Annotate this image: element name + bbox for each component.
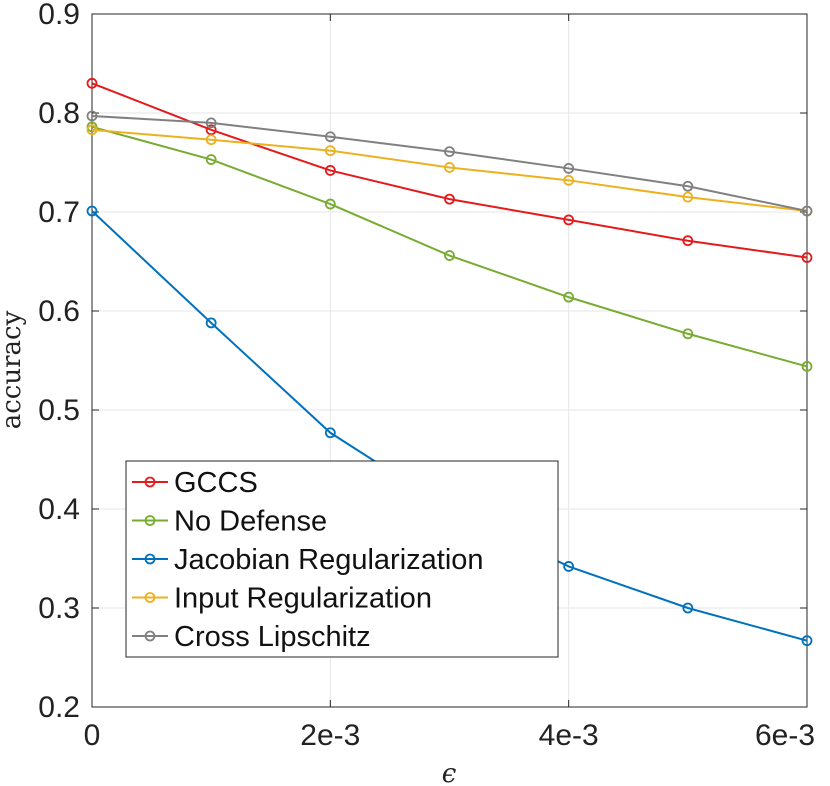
data-point: [205, 317, 217, 329]
series-line: [91, 125, 808, 368]
y-tick-label: 0.8: [38, 97, 80, 130]
y-tick-label: 0.5: [38, 394, 80, 427]
series-line: [91, 114, 808, 212]
data-point: [324, 198, 336, 210]
y-tick-label: 0.4: [38, 493, 80, 526]
legend-label: GCCS: [174, 467, 258, 499]
y-tick-label: 0.7: [38, 196, 80, 229]
data-point: [682, 602, 694, 614]
data-point: [682, 180, 694, 192]
x-axis-title: ϵ: [442, 759, 457, 786]
data-point: [86, 110, 98, 122]
y-tick-label: 0.3: [38, 592, 80, 625]
y-axis-title: accuracy: [0, 310, 27, 429]
legend-entry: Cross Lipschitz: [132, 621, 371, 653]
x-tick-label: 4e-3: [539, 719, 599, 752]
legend-label: No Defense: [174, 506, 327, 538]
data-point: [563, 214, 575, 226]
legend-label: Cross Lipschitz: [174, 621, 371, 653]
data-point: [563, 163, 575, 174]
data-point: [324, 145, 336, 157]
data-point: [682, 235, 694, 247]
data-point: [563, 561, 575, 572]
data-point: [205, 154, 217, 165]
data-point: [324, 131, 336, 143]
legend: GCCS No Defense Jacobian Regularization Inp…: [125, 460, 559, 658]
x-tick-label: 0: [84, 719, 101, 752]
series-line: [91, 82, 808, 259]
legend-marker: [144, 515, 156, 526]
data-point: [801, 252, 813, 263]
plot-frame: [91, 13, 808, 708]
data-point: [444, 250, 455, 261]
data-point: [563, 174, 575, 186]
data-point: [444, 162, 455, 173]
x-tick-label: 2e-3: [300, 719, 360, 752]
data-point: [444, 146, 455, 158]
data-point: [86, 77, 98, 89]
legend-entry: GCCS: [132, 467, 258, 499]
data-point: [682, 328, 694, 340]
legend-marker: [144, 476, 156, 488]
data-point: [563, 291, 575, 303]
data-point: [444, 193, 455, 205]
legend-entry: Jacobian Regularization: [132, 544, 484, 576]
y-tick-label: 0.6: [38, 295, 80, 328]
data-point: [324, 427, 336, 439]
data-point: [205, 134, 217, 146]
series-cross-lipschitz: [86, 110, 813, 217]
series-line: [91, 128, 808, 213]
series-no-defense: [86, 121, 813, 372]
legend-label: Input Regularization: [174, 583, 432, 615]
data-point: [801, 205, 813, 217]
data-point: [86, 205, 98, 217]
legend-marker: [144, 630, 156, 642]
data-point: [801, 361, 813, 372]
data-point: [205, 117, 217, 129]
legend-marker: [144, 592, 156, 603]
y-tick-label: 0.2: [38, 691, 80, 724]
data-point: [801, 635, 813, 647]
data-point: [682, 191, 694, 203]
data-point: [86, 124, 98, 136]
legend-box: [125, 460, 559, 658]
data-point: [324, 165, 336, 176]
legend-entry: Input Regularization: [132, 583, 432, 615]
legend-entry: No Defense: [132, 506, 327, 538]
y-tick-label: 0.9: [38, 0, 80, 31]
legend-label: Jacobian Regularization: [174, 544, 484, 576]
x-tick-label: 6e-3: [755, 719, 815, 752]
axis-ticks: 0.2 0.3 0.4 0.5 0.6 0.7 0.8 0.9 0 2e-3 4e-3 6e-3: [38, 0, 815, 752]
legend-marker: [144, 553, 156, 565]
